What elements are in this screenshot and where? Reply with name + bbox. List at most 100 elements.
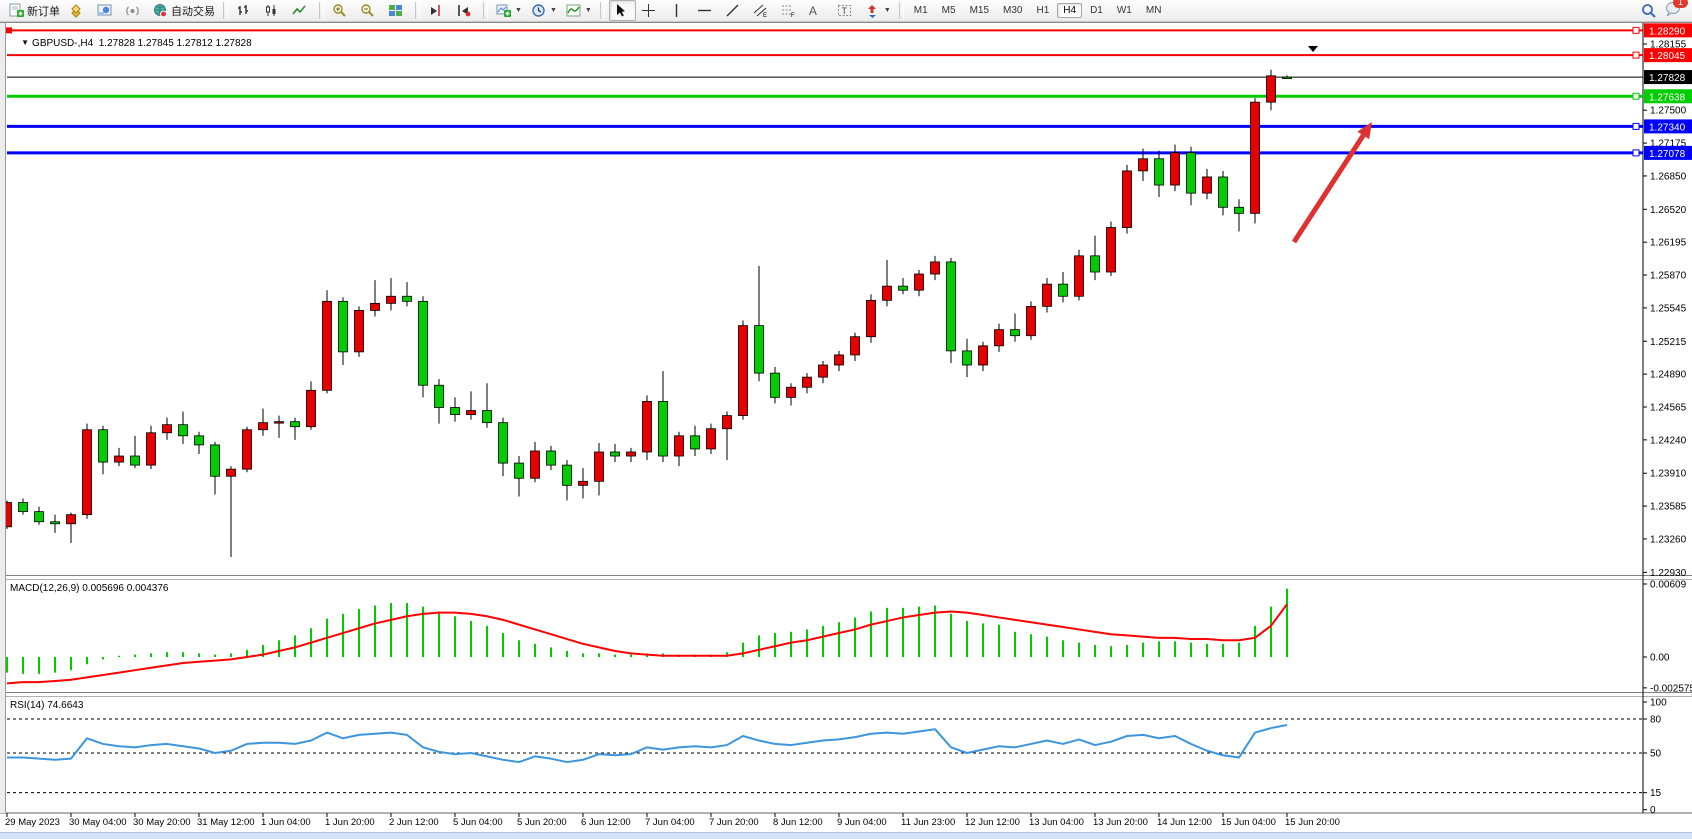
time-tick-label: 15 Jun 04:00 xyxy=(1221,817,1276,828)
line-handle[interactable] xyxy=(1632,92,1640,100)
dropdown-caret-icon: ▼ xyxy=(549,7,557,14)
time-axis[interactable]: 29 May 2023 30 May 04:00 30 May 20:00 31 Ma… xyxy=(5,813,1340,828)
macd-signal-line xyxy=(6,603,1288,685)
timeframe-m30-button[interactable]: M30 xyxy=(1003,5,1023,16)
price-tick-label: 1.27175 xyxy=(1650,139,1687,150)
vertical-line-tool-button[interactable] xyxy=(665,0,692,21)
candle-body xyxy=(370,302,380,311)
time-tick-label: 5 Jun 20:00 xyxy=(517,817,567,828)
line-handle[interactable] xyxy=(1632,122,1640,130)
chart-canvas[interactable]: 1.28155 1.27500 1.27175 1.26850 1.26520 1.261… xyxy=(0,23,1692,838)
indicators-button[interactable]: ▼ xyxy=(562,0,596,21)
bar-chart-mode-button[interactable] xyxy=(232,0,259,21)
time-tick-label: 5 Jun 04:00 xyxy=(453,817,503,828)
line-handle[interactable] xyxy=(1632,26,1640,34)
channel-tool-button[interactable]: E xyxy=(749,0,776,21)
time-tick-label: 12 Jun 12:00 xyxy=(965,817,1020,828)
candle-body xyxy=(1170,152,1180,186)
new-order-label: 新订单 xyxy=(27,5,60,18)
candle-body xyxy=(1234,206,1244,214)
candles-series xyxy=(2,69,1292,558)
candle-body xyxy=(242,429,252,470)
timeframe-h4-button[interactable]: H4 xyxy=(1057,3,1083,18)
candle-body xyxy=(850,336,860,356)
line-chart-icon xyxy=(292,5,306,15)
candle-body xyxy=(386,295,396,304)
chart-shift-icon xyxy=(431,5,440,16)
search-icon[interactable] xyxy=(1641,3,1657,19)
macd-axis-label: 0.00 xyxy=(1650,653,1670,664)
new-chart-button[interactable]: ▼ xyxy=(492,0,526,21)
text-label-icon: T xyxy=(837,5,851,16)
rsi-axis-label: 100 xyxy=(1650,698,1667,709)
chart-shift-button[interactable] xyxy=(424,0,451,21)
text-tool-button[interactable]: A xyxy=(805,0,832,21)
candle-body xyxy=(578,480,588,486)
auto-scroll-button[interactable] xyxy=(452,0,479,21)
broadcast-signal-icon xyxy=(126,6,139,16)
candle-body xyxy=(194,435,204,446)
timeframe-m5-button[interactable]: M5 xyxy=(941,5,956,16)
candle-body xyxy=(338,300,348,353)
price-tag xyxy=(1644,145,1692,160)
price-tick-label: 1.25870 xyxy=(1650,271,1687,282)
price-tick-label: 1.23910 xyxy=(1650,469,1687,480)
quotes-button[interactable] xyxy=(65,0,92,21)
timeframe-mn-button[interactable]: MN xyxy=(1145,5,1162,16)
candle-body xyxy=(1138,158,1148,172)
time-tick-label: 6 Jun 12:00 xyxy=(581,817,631,828)
symbol-collapse-icon[interactable]: ▼ xyxy=(21,38,30,47)
signal-button[interactable] xyxy=(121,0,148,21)
label-tool-button[interactable]: T xyxy=(833,0,860,21)
rsi-panel: 100 80 50 15 0 xyxy=(7,698,1667,816)
timeframe-h1-button[interactable]: H1 xyxy=(1036,5,1050,16)
chart-shift-marker[interactable] xyxy=(1308,46,1318,52)
trendline-tool-button[interactable] xyxy=(721,0,748,21)
zoom-in-button[interactable] xyxy=(328,0,355,21)
rsi-axis-label: 80 xyxy=(1650,715,1662,726)
candle-body xyxy=(594,451,604,482)
line-handle[interactable] xyxy=(1632,51,1640,59)
tile-windows-button[interactable] xyxy=(384,0,411,21)
crosshair-tool-button[interactable] xyxy=(637,0,664,21)
candle-body xyxy=(770,372,780,398)
price-tick-label: 1.24565 xyxy=(1650,402,1687,413)
horizontal-line-tool-button[interactable] xyxy=(693,0,720,21)
cursor-arrow-icon xyxy=(616,4,625,17)
fibonacci-tool-button[interactable]: F xyxy=(777,0,804,21)
horizontal-lines[interactable]: 1.28290 1.28045 1.27828 1.27638 1.27340 1.270… xyxy=(6,23,1692,160)
market-watch-button[interactable] xyxy=(93,0,120,21)
candle-body xyxy=(626,451,636,457)
timeframe-d1-button[interactable]: D1 xyxy=(1090,5,1103,16)
time-tick-label: 11 Jun 23:00 xyxy=(901,817,955,828)
price-axis-ticks[interactable]: 1.28155 1.27500 1.27175 1.26850 1.26520 1.261… xyxy=(1643,40,1687,579)
rsi-indicator-label: RSI(14) 74.6643 xyxy=(10,700,84,711)
arrows-tool-button[interactable]: ▼ xyxy=(861,0,895,21)
macd-indicator-label: MACD(12,26,9) 0.005696 0.004376 xyxy=(10,583,169,594)
trend-arrow[interactable] xyxy=(1291,122,1372,244)
line-chart-mode-button[interactable] xyxy=(288,0,315,21)
chart-window: 1.28155 1.27500 1.27175 1.26850 1.26520 1.261… xyxy=(0,22,1692,839)
price-tick-label: 1.24890 xyxy=(1650,370,1687,381)
zoom-out-button[interactable] xyxy=(356,0,383,21)
cursor-tool-button[interactable] xyxy=(608,0,636,21)
line-handle[interactable] xyxy=(1632,149,1640,157)
rsi-line xyxy=(7,724,1288,764)
clock-icon xyxy=(532,4,545,17)
new-order-button[interactable]: 新订单 xyxy=(5,0,64,21)
line-handle[interactable] xyxy=(6,27,12,34)
candle-body xyxy=(482,410,492,424)
time-tick-label: 1 Jun 20:00 xyxy=(325,817,375,828)
timeframe-w1-button[interactable]: W1 xyxy=(1116,5,1132,16)
notifications-button[interactable]: 1 xyxy=(1665,0,1688,21)
autotrade-button[interactable]: 自动交易 xyxy=(149,0,219,21)
periods-button[interactable]: ▼ xyxy=(527,0,561,21)
candle-body xyxy=(274,421,284,424)
timeframe-m1-button[interactable]: M1 xyxy=(913,5,928,16)
candle-chart-mode-button[interactable] xyxy=(260,0,287,21)
candle-body xyxy=(450,407,460,415)
timeframe-m15-button[interactable]: M15 xyxy=(969,5,990,16)
candle-body xyxy=(642,401,652,453)
time-tick-label: 14 Jun 12:00 xyxy=(1157,817,1212,828)
window-left-edge xyxy=(0,23,6,813)
